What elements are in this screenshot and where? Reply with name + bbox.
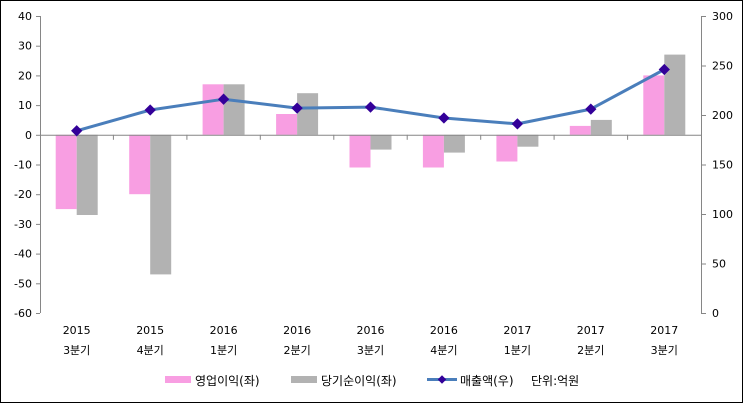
right-axis-tick-label: 200 (712, 109, 733, 122)
sales-marker (585, 103, 597, 115)
category-label-quarter: 2분기 (577, 344, 604, 357)
left-axis-tick-label: -60 (14, 307, 32, 320)
bar-net-income (76, 134, 98, 215)
bar-net-income (370, 134, 392, 150)
legend-label-net-income: 당기순이익(좌) (321, 374, 397, 388)
bars-layer (55, 54, 686, 275)
sales-marker (438, 112, 450, 124)
legend-label-operating-profit: 영업이익(좌) (195, 374, 260, 388)
bar-operating-profit (202, 84, 224, 135)
left-axis-tick-label: -50 (14, 277, 32, 290)
sales-marker (511, 118, 524, 130)
category-label-year: 2016 (283, 324, 311, 337)
category-label-quarter: 3분기 (63, 344, 90, 357)
axes-layer: 403020100-10-20-30-40-50-603002502001501… (14, 10, 733, 320)
legend-swatch-operating-profit (165, 376, 191, 383)
sales-line (76, 68, 666, 133)
legend: 영업이익(좌) 당기순이익(좌) 매출액(우) 단위:억원 (165, 374, 579, 388)
bar-operating-profit (569, 125, 591, 135)
bar-net-income (443, 134, 465, 153)
left-axis-tick-label: 20 (18, 69, 32, 82)
bar-net-income (150, 134, 172, 275)
line-layer (71, 63, 670, 137)
category-label-quarter: 4분기 (430, 344, 457, 357)
category-label-year: 2017 (650, 324, 678, 337)
left-axis-tick-label: 30 (18, 40, 32, 53)
legend-swatch-net-income (291, 376, 317, 383)
bar-net-income (297, 93, 319, 135)
left-axis-tick-label: -30 (14, 218, 32, 231)
bar-operating-profit (276, 114, 298, 135)
category-label-year: 2017 (577, 324, 605, 337)
bar-operating-profit (643, 75, 665, 135)
left-axis-tick-label: 0 (25, 129, 32, 142)
category-label-quarter: 2분기 (283, 344, 310, 357)
category-label-year: 2017 (503, 324, 531, 337)
category-label-year: 2015 (63, 324, 91, 337)
bar-operating-profit (422, 134, 444, 168)
right-axis-tick-label: 300 (712, 10, 733, 23)
left-axis-tick-label: -40 (14, 248, 32, 261)
category-label-quarter: 3분기 (357, 344, 384, 357)
category-label-year: 2016 (210, 324, 238, 337)
bar-operating-profit (55, 134, 77, 210)
sales-marker (364, 101, 377, 113)
bar-operating-profit (496, 134, 518, 162)
category-label-quarter: 4분기 (137, 344, 164, 357)
bar-net-income (517, 134, 539, 147)
left-axis-tick-label: 10 (18, 99, 32, 112)
legend-marker-sales (437, 375, 447, 384)
category-label-quarter: 1분기 (210, 344, 237, 357)
sales-marker (71, 125, 83, 137)
right-axis-tick-label: 0 (712, 307, 719, 320)
category-label-year: 2015 (136, 324, 164, 337)
right-axis-tick-label: 50 (712, 258, 726, 271)
sales-marker (144, 104, 156, 116)
category-labels: 2015 3분기 2015 4분기 2016 1분기 2016 2분기 2016 3분기 2016 4… (63, 324, 679, 357)
legend-unit-note: 단위:억원 (531, 374, 579, 388)
right-axis-tick-label: 250 (712, 60, 733, 73)
right-axis-tick-label: 100 (712, 208, 733, 221)
left-axis-tick-label: -10 (14, 159, 32, 172)
bar-net-income (590, 119, 612, 135)
right-axis-tick-label: 150 (712, 159, 733, 172)
bar-net-income (223, 84, 245, 135)
category-label-quarter: 1분기 (504, 344, 531, 357)
category-label-year: 2016 (430, 324, 458, 337)
bar-operating-profit (349, 134, 371, 168)
bar-operating-profit (129, 134, 151, 195)
bar-net-income (664, 54, 686, 135)
category-label-quarter: 3분기 (651, 344, 678, 357)
legend-label-sales: 매출액(우) (460, 374, 514, 388)
category-label-year: 2016 (357, 324, 385, 337)
left-axis-tick-label: -20 (14, 188, 32, 201)
left-axis-tick-label: 40 (18, 10, 32, 23)
